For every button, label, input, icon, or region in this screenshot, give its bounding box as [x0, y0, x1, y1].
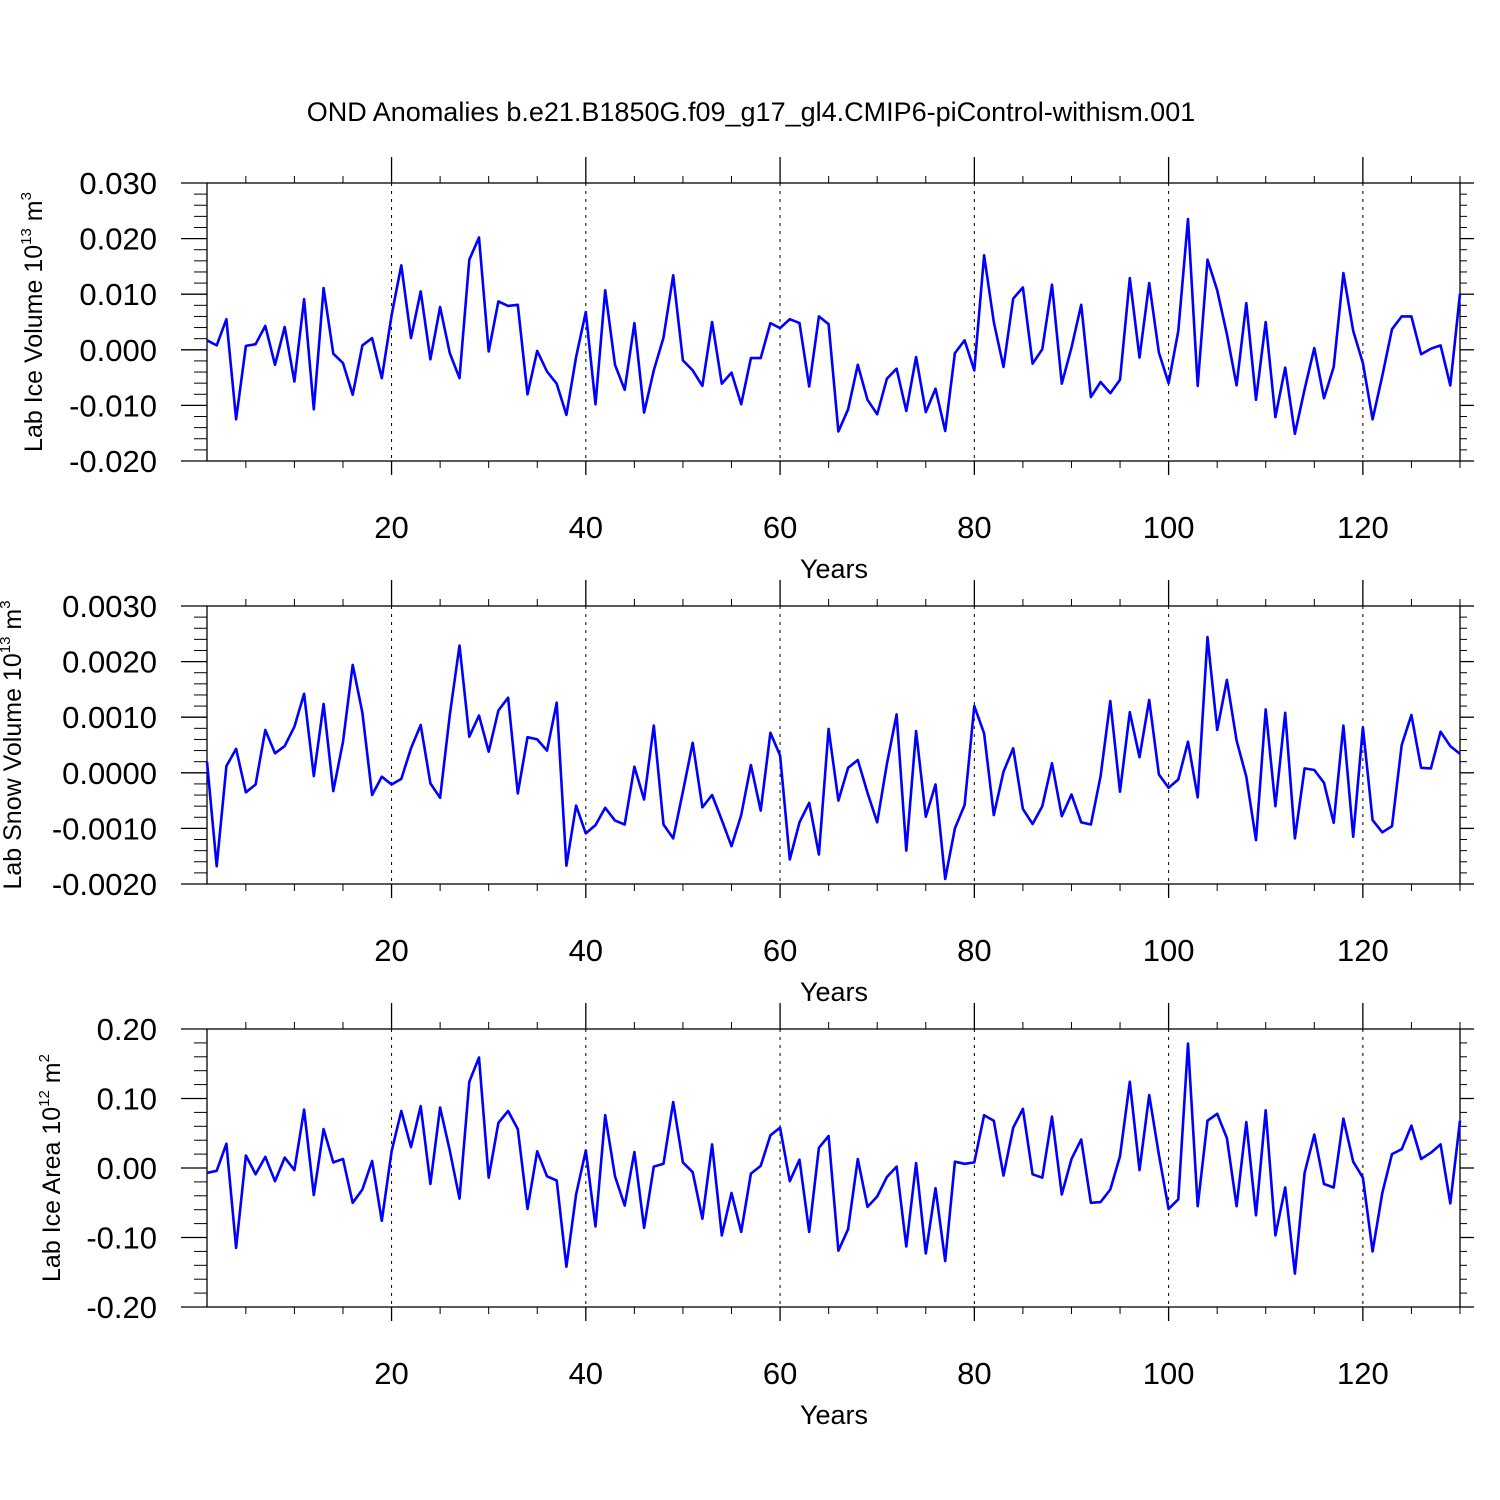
- x-tick-label: 40: [569, 933, 603, 968]
- y-tick-label: -0.10: [86, 1221, 157, 1256]
- y-tick-label: -0.0010: [52, 811, 157, 846]
- x-tick-label: 80: [957, 933, 991, 968]
- y-axis-label-unit-exponent: 3: [0, 600, 14, 608]
- series-line: [205, 635, 1461, 881]
- y-tick-label: 0.0000: [62, 756, 157, 791]
- y-tick-label: -0.010: [69, 388, 157, 423]
- x-tick-label: 20: [374, 1356, 408, 1391]
- x-tick-label: 120: [1337, 933, 1389, 968]
- plot-frame: [206, 182, 1461, 462]
- x-tick-label: 120: [1337, 510, 1389, 545]
- x-tick-label: 20: [374, 510, 408, 545]
- panel-lab-ice-volume: -0.020 -0.010 0.000 0.010 0.020 0.030 20 40 60 80…: [18, 157, 1474, 584]
- y-tick-label: 0.020: [79, 222, 157, 257]
- y-axis-label-unit: m: [20, 200, 48, 228]
- y-axis-label: Lab Ice Volume 1013 m3: [18, 192, 48, 452]
- y-tick-label: -0.020: [69, 444, 157, 479]
- y-axis-label-exponent: 13: [0, 637, 14, 654]
- y-axis-label-unit-exponent: 3: [18, 192, 35, 200]
- y-tick-label: 0.00: [97, 1151, 157, 1186]
- x-tick-label: 40: [569, 1356, 603, 1391]
- y-axis-label: Lab Snow Volume 1013 m3: [0, 600, 27, 889]
- y-tick-label: 0.0020: [62, 645, 157, 680]
- y-axis-label-text: Lab Ice Area 10: [38, 1107, 66, 1282]
- y-axis-label-exponent: 12: [36, 1090, 53, 1107]
- x-axis-label: Years: [800, 1400, 868, 1430]
- x-tick-label: 60: [763, 1356, 797, 1391]
- x-tick-label: 80: [957, 510, 991, 545]
- y-tick-label: 0.0030: [62, 589, 157, 624]
- plot-frame: [206, 605, 1461, 885]
- y-axis-label-exponent: 13: [18, 228, 35, 245]
- chart-title: OND Anomalies b.e21.B1850G.f09_g17_gl4.C…: [307, 97, 1195, 127]
- x-axis-label: Years: [800, 554, 868, 584]
- y-axis-label: Lab Ice Area 1012 m2: [36, 1054, 66, 1282]
- y-tick-label: 0.000: [79, 333, 157, 368]
- x-tick-label: 80: [957, 1356, 991, 1391]
- x-tick-label: 60: [763, 933, 797, 968]
- y-axis-label-unit: m: [0, 609, 27, 637]
- y-tick-label: -0.20: [86, 1290, 157, 1325]
- plot-frame: [206, 1028, 1461, 1308]
- y-tick-label: 0.10: [97, 1082, 157, 1117]
- x-tick-label: 20: [374, 933, 408, 968]
- y-tick-label: -0.0020: [52, 867, 157, 902]
- x-tick-label: 60: [763, 510, 797, 545]
- y-tick-label: 0.010: [79, 277, 157, 312]
- panel-lab-snow-volume: -0.0020 -0.0010 0.0000 0.0010 0.0020 0.0030 20…: [0, 580, 1474, 1007]
- y-tick-label: 0.20: [97, 1012, 157, 1047]
- x-tick-label: 100: [1143, 510, 1195, 545]
- series-line: [206, 1042, 1462, 1275]
- y-axis-label-text: Lab Ice Volume 10: [20, 245, 48, 452]
- y-axis-label-unit-exponent: 2: [36, 1054, 53, 1062]
- panel-lab-ice-area: -0.20 -0.10 0.00 0.10 0.20 20 40 60 80 100 120 Year…: [36, 1003, 1474, 1430]
- series-line: [206, 217, 1462, 436]
- x-axis-label: Years: [800, 977, 868, 1007]
- y-tick-label: 0.030: [79, 166, 157, 201]
- x-tick-label: 120: [1337, 1356, 1389, 1391]
- y-axis-label-text: Lab Snow Volume 10: [0, 653, 27, 889]
- y-tick-label: 0.0010: [62, 700, 157, 735]
- x-tick-label: 100: [1143, 1356, 1195, 1391]
- y-axis-label-unit: m: [38, 1062, 66, 1090]
- x-tick-label: 40: [569, 510, 603, 545]
- x-tick-label: 100: [1143, 933, 1195, 968]
